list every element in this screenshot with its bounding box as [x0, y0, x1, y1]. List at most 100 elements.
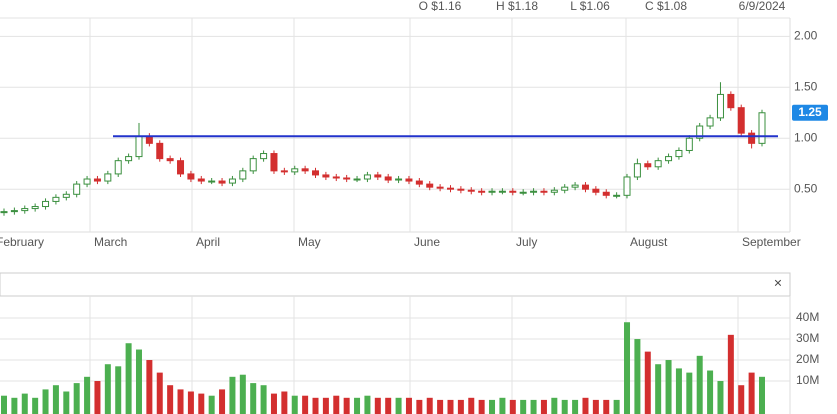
month-label: February — [0, 235, 44, 249]
candle-body — [696, 125, 704, 139]
candle-body — [125, 156, 133, 162]
volume-bar — [281, 391, 288, 414]
candle-body — [10, 210, 18, 213]
y-tick-label: 0.50 — [794, 181, 818, 195]
volume-bar — [312, 397, 319, 414]
volume-bar — [229, 376, 236, 414]
ohlc-open: O $1.16 — [419, 0, 462, 13]
candle-body — [498, 190, 506, 193]
date: 6/9/2024 — [739, 0, 786, 13]
candle-body — [374, 174, 382, 178]
candle-body — [104, 173, 112, 182]
candle-body — [249, 158, 257, 172]
candle-body — [665, 156, 673, 162]
candle-body — [83, 178, 91, 185]
volume-bar — [644, 351, 651, 414]
close-button[interactable]: × — [774, 275, 782, 291]
candle-body — [291, 168, 299, 173]
volume-bar — [437, 399, 444, 414]
volume-bar — [385, 397, 392, 414]
volume-bar — [624, 322, 631, 414]
candle-body — [654, 160, 662, 168]
candle-body — [42, 200, 50, 208]
volume-bar — [468, 397, 475, 414]
candle-body — [436, 186, 444, 189]
month-label: March — [94, 235, 127, 249]
candle-body — [592, 188, 600, 193]
y-tick-label: 1.00 — [794, 130, 818, 144]
volume-bar — [322, 397, 329, 414]
volume-bar — [94, 381, 101, 414]
volume-bar — [738, 385, 745, 414]
candle-body — [301, 168, 309, 172]
volume-bar — [239, 374, 246, 414]
volume-bar — [104, 364, 111, 414]
volume-bar — [11, 397, 18, 414]
volume-bar — [561, 399, 568, 414]
candle-body — [384, 176, 392, 181]
candle-body — [31, 206, 39, 210]
candle-body — [260, 153, 268, 160]
volume-bar — [187, 391, 194, 414]
volume-bar — [603, 399, 610, 414]
candle-body — [73, 183, 81, 195]
volume-bar — [509, 399, 516, 414]
candle-body — [581, 184, 589, 190]
volume-bar — [250, 383, 257, 414]
candle-body — [685, 137, 693, 151]
candle-body — [716, 93, 724, 119]
volume-bar — [354, 397, 361, 414]
month-label: August — [630, 235, 668, 249]
volume-bar — [135, 349, 142, 414]
month-label: June — [414, 235, 440, 249]
candle-body — [415, 180, 423, 185]
ohlc-low: L $1.06 — [570, 0, 610, 13]
candle-body — [644, 163, 652, 168]
volume-bar — [42, 389, 49, 414]
candle-body — [322, 174, 330, 178]
candle-body — [363, 174, 371, 180]
candle-body — [145, 135, 153, 144]
candle-body — [208, 180, 216, 183]
volume-bar — [84, 376, 91, 414]
candle-body — [426, 183, 434, 188]
volume-bar — [302, 395, 309, 414]
candle-body — [156, 142, 164, 160]
candle-body — [675, 149, 683, 158]
y-tick-label: 2.00 — [794, 29, 818, 43]
volume-bar — [447, 399, 454, 414]
candle-body — [530, 190, 538, 193]
volume-bar — [634, 339, 641, 414]
volume-bar — [146, 360, 153, 414]
candle-body — [218, 180, 226, 184]
candle-body — [561, 186, 569, 191]
volume-header — [0, 272, 791, 297]
volume-bar — [426, 397, 433, 414]
volume-bar — [198, 393, 205, 414]
candle-body — [550, 189, 558, 193]
y-tick-label: 10M — [796, 373, 819, 387]
candle-body — [623, 176, 631, 196]
candle-body — [52, 196, 60, 202]
volume-bar — [572, 399, 579, 414]
candle-body — [540, 190, 548, 193]
volume-bar — [613, 399, 620, 414]
candle-body — [488, 190, 496, 193]
month-label: April — [196, 235, 220, 249]
volume-bar — [727, 334, 734, 414]
month-label: July — [516, 235, 537, 249]
candle-body — [21, 208, 29, 212]
volume-bar — [707, 370, 714, 414]
candle-body — [353, 178, 361, 181]
volume-bar — [115, 366, 122, 414]
candle-body — [758, 112, 766, 144]
candle-body — [332, 176, 340, 179]
volume-bar — [520, 399, 527, 414]
volume-bar — [125, 343, 132, 414]
candle-body — [602, 191, 610, 196]
volume-bar — [52, 385, 59, 414]
candle-body — [395, 178, 403, 181]
volume-bar — [333, 395, 340, 414]
candle-body — [187, 173, 195, 180]
